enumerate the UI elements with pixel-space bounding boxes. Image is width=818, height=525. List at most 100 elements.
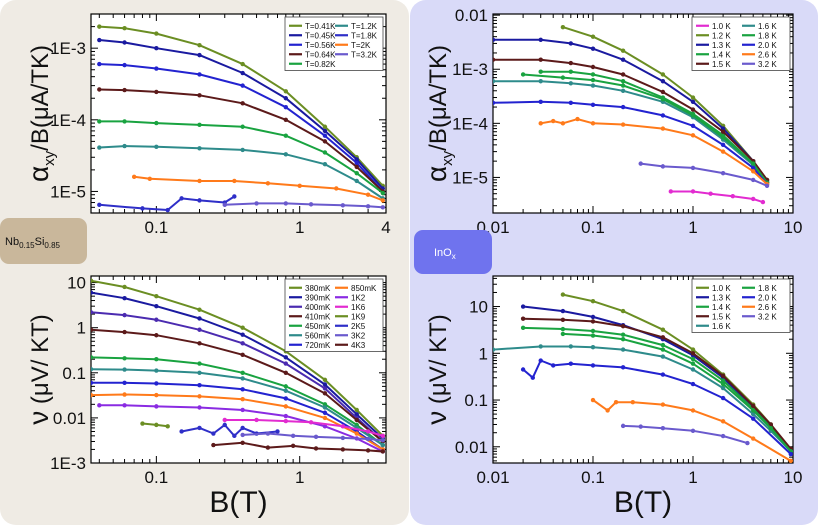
data-point	[354, 160, 359, 166]
data-point	[380, 438, 386, 443]
data-point	[97, 403, 102, 408]
svg-text:Nb0.15Si0.85: Nb0.15Si0.85	[5, 236, 61, 250]
data-point	[154, 317, 159, 322]
y-tick-label: 1E-3	[50, 454, 86, 473]
data-point	[122, 87, 127, 93]
data-point	[222, 417, 227, 423]
data-point	[660, 164, 666, 169]
data-point	[560, 331, 566, 337]
data-point	[751, 169, 756, 174]
data-point	[154, 381, 159, 386]
data-point	[340, 424, 346, 429]
data-point	[660, 402, 666, 407]
legend-entry: 1.0 K	[712, 284, 731, 293]
legend-entry: T=0.82K	[305, 60, 336, 69]
series-line	[640, 162, 768, 187]
sample-tag-nbsi-box	[0, 218, 87, 264]
data-point	[568, 60, 574, 66]
data-point	[147, 176, 152, 182]
data-point	[590, 328, 596, 334]
data-point	[690, 107, 696, 112]
data-point	[720, 378, 726, 383]
data-point	[131, 174, 137, 180]
data-point	[154, 89, 159, 95]
data-point	[380, 205, 386, 210]
data-point	[620, 88, 626, 93]
sample-tag-inox: InOx	[414, 230, 492, 274]
data-point	[240, 387, 245, 392]
data-point	[197, 52, 202, 58]
data-point	[240, 332, 245, 337]
y-tick-label: 1	[479, 344, 488, 363]
data-point	[365, 192, 371, 197]
data-point	[97, 87, 102, 92]
series-line	[493, 80, 768, 184]
data-point	[560, 24, 566, 30]
sample-tag-inox-box	[414, 230, 492, 274]
y-tick-label: 10	[469, 298, 488, 317]
data-point	[590, 314, 596, 320]
data-point	[690, 428, 696, 433]
series-line	[181, 423, 278, 437]
data-point	[275, 429, 280, 434]
legend: 1.0 K1.3 K1.4 K1.5 K1.6 K 1.8 K2.0 K2.6 K…	[691, 278, 791, 333]
data-point	[197, 370, 202, 375]
data-point	[720, 381, 726, 387]
legend-entry: 1.5 K	[712, 60, 731, 69]
data-point	[568, 41, 574, 46]
data-point	[122, 296, 127, 301]
data-point	[313, 446, 319, 451]
data-point	[197, 341, 202, 346]
data-point	[197, 72, 202, 77]
data-point	[197, 146, 202, 151]
x-axis-label: B(T)	[209, 486, 267, 519]
data-point	[283, 413, 289, 419]
data-point	[365, 204, 371, 209]
data-point	[197, 327, 202, 332]
data-point	[720, 373, 726, 378]
data-point	[660, 372, 666, 377]
x-tick-label: 0.1	[581, 218, 605, 237]
data-point	[197, 316, 202, 321]
data-point	[690, 123, 696, 129]
data-point	[140, 421, 145, 426]
legend-entry: 3.2 K	[758, 312, 777, 321]
data-point	[197, 93, 202, 98]
legend-entry: 2.0 K	[758, 293, 777, 302]
legend-entry: 450mK	[305, 322, 331, 331]
x-tick-label: 1	[688, 218, 697, 237]
data-point	[222, 202, 227, 208]
legend-entry: T=2K	[351, 41, 371, 50]
y-axis-label: αxy/B(μA/TK)	[23, 45, 58, 182]
data-point	[538, 99, 543, 105]
data-point	[179, 196, 184, 201]
legend-entry: T=0.56K	[305, 41, 336, 50]
data-point	[660, 89, 666, 95]
legend-entry: 1.6 K	[712, 322, 731, 331]
data-point	[690, 351, 696, 356]
y-tick-label: 1E-3	[452, 60, 488, 79]
data-point	[354, 164, 359, 170]
data-point	[354, 412, 359, 417]
data-point	[605, 408, 610, 413]
data-point	[197, 383, 202, 388]
data-point	[240, 147, 245, 153]
data-point	[240, 341, 245, 346]
data-point	[290, 433, 296, 439]
data-point	[354, 170, 359, 176]
data-point	[140, 206, 145, 211]
series-line	[493, 100, 768, 185]
data-point	[720, 433, 726, 439]
data-point	[768, 425, 774, 431]
data-point	[254, 417, 259, 423]
data-point	[354, 431, 359, 436]
data-point	[122, 356, 127, 361]
data-point	[240, 440, 245, 446]
data-point	[122, 119, 127, 124]
data-point	[313, 434, 319, 440]
y-tick-label: 1	[77, 319, 86, 338]
data-point	[122, 380, 127, 386]
data-point	[660, 113, 666, 118]
data-point	[265, 431, 271, 436]
